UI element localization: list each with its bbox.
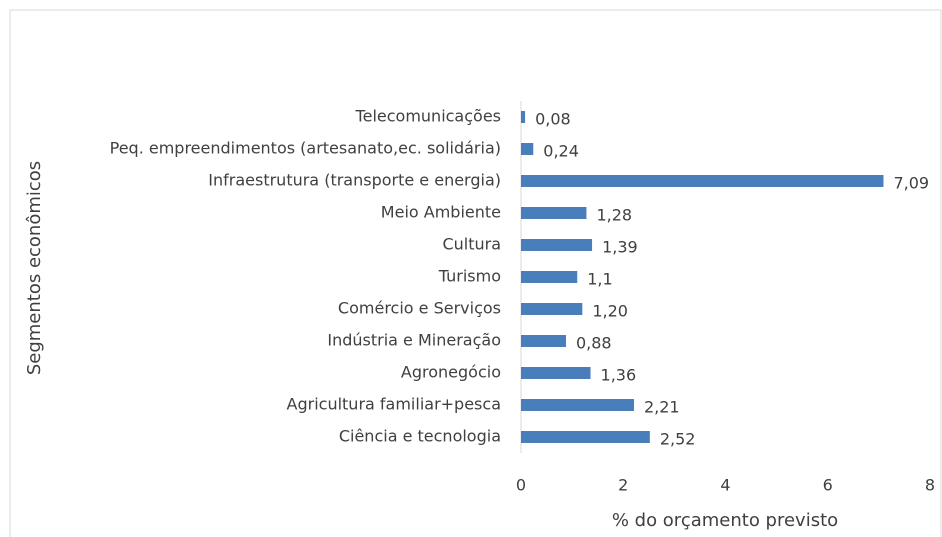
bar (521, 207, 587, 219)
data-label: 1,28 (596, 206, 632, 225)
y-tick-label: Telecomunicações (355, 107, 501, 126)
y-tick-label: Indústria e Mineração (327, 331, 501, 350)
data-label: 1,1 (587, 270, 612, 289)
data-label: 2,21 (644, 398, 680, 417)
x-tick-label: 4 (720, 476, 730, 495)
x-tick-label: 2 (618, 476, 628, 495)
bar (521, 143, 534, 155)
bar (521, 239, 593, 251)
data-label: 0,24 (543, 142, 579, 161)
x-axis-title: % do orçamento previsto (612, 510, 838, 531)
y-tick-label: Agronegócio (401, 363, 501, 382)
y-tick-label: Peq. empreendimentos (artesanato,ec. sol… (110, 139, 501, 158)
y-tick-label: Turismo (438, 267, 501, 286)
bar (521, 399, 634, 411)
bar (521, 303, 583, 315)
data-label: 1,20 (592, 302, 628, 321)
x-tick-label: 8 (925, 476, 935, 495)
data-label: 7,09 (893, 174, 929, 193)
y-tick-label: Agricultura familiar+pesca (287, 395, 501, 414)
y-tick-label: Cultura (442, 235, 501, 254)
bar (521, 111, 526, 123)
bar (521, 271, 578, 283)
y-axis-title: Segmentos econômicos (24, 161, 45, 375)
x-tick-label: 6 (823, 476, 833, 495)
x-tick-label: 0 (516, 476, 526, 495)
y-tick-label: Comércio e Serviços (338, 299, 501, 318)
bar (521, 335, 566, 347)
y-tick-label: Meio Ambiente (381, 203, 501, 222)
chart-border (9, 9, 942, 537)
bar (521, 431, 650, 443)
y-tick-label: Ciência e tecnologia (339, 427, 501, 446)
data-label: 1,39 (602, 238, 638, 257)
data-label: 1,36 (601, 366, 637, 385)
data-label: 0,08 (535, 110, 571, 129)
bar (521, 367, 591, 379)
bar (521, 175, 884, 187)
data-label: 0,88 (576, 334, 612, 353)
y-tick-label: Infraestrutura (transporte e energia) (208, 171, 501, 190)
data-label: 2,52 (660, 430, 696, 449)
